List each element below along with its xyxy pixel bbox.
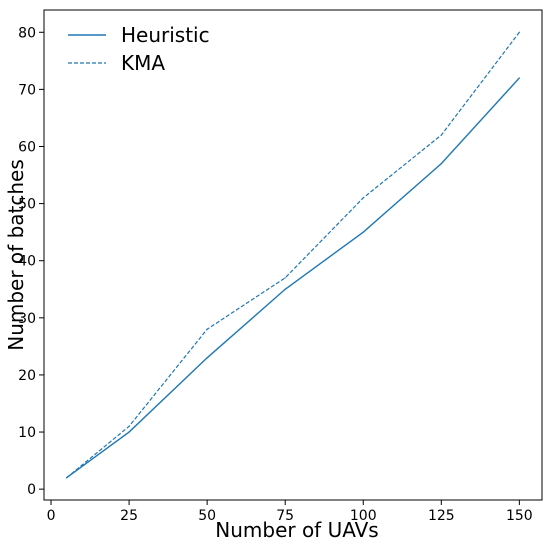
legend-label-kma: KMA xyxy=(121,51,165,75)
y-tick-label: 30 xyxy=(18,311,36,327)
y-axis-ticks: 0 10 20 30 40 50 60 70 80 xyxy=(18,25,44,498)
data-point-heuristic xyxy=(128,431,130,433)
y-tick-label: 60 xyxy=(18,139,36,155)
x-tick-label: 25 xyxy=(120,508,138,524)
x-tick-label: 50 xyxy=(198,508,216,524)
data-point-heuristic xyxy=(518,77,520,79)
y-tick-label: 10 xyxy=(18,425,36,441)
y-tick-label: 40 xyxy=(18,254,36,270)
data-point-kma xyxy=(362,197,364,199)
y-tick-label: 50 xyxy=(18,197,36,213)
y-tick-label: 0 xyxy=(27,482,36,498)
y-tick-label: 20 xyxy=(18,368,36,384)
data-point-kma xyxy=(66,477,68,479)
legend-label-heuristic: Heuristic xyxy=(121,23,210,47)
x-tick-label: 0 xyxy=(47,508,56,524)
legend: Heuristic KMA xyxy=(68,23,210,75)
y-tick-label: 80 xyxy=(18,25,36,41)
x-axis-ticks: 0 25 50 75 100 125 150 xyxy=(47,500,533,524)
x-tick-label: 100 xyxy=(350,508,377,524)
x-tick-label: 75 xyxy=(276,508,294,524)
data-point-heuristic xyxy=(440,163,442,165)
y-axis-title: Number of batches xyxy=(4,159,28,351)
x-tick-label: 125 xyxy=(428,508,455,524)
data-point-kma xyxy=(284,277,286,279)
data-point-kma xyxy=(206,328,208,330)
x-tick-label: 150 xyxy=(506,508,533,524)
data-point-heuristic xyxy=(206,357,208,359)
data-point-kma xyxy=(518,31,520,33)
data-point-kma xyxy=(128,425,130,427)
y-tick-label: 70 xyxy=(18,82,36,98)
data-point-kma xyxy=(440,134,442,136)
plot-area xyxy=(66,31,520,479)
data-point-heuristic xyxy=(284,288,286,290)
axes-frame xyxy=(43,9,543,501)
x-axis-title: Number of UAVs xyxy=(215,518,378,542)
data-point-heuristic xyxy=(362,231,364,233)
